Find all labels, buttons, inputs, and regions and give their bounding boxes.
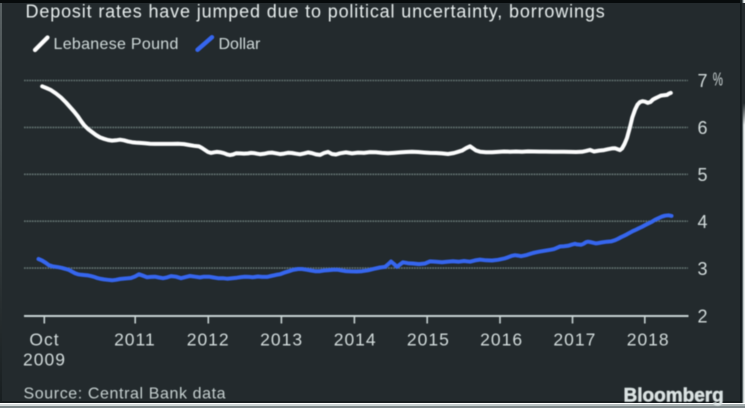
svg-text:2014: 2014 bbox=[334, 329, 377, 349]
svg-text:6: 6 bbox=[698, 118, 708, 138]
svg-text:2009: 2009 bbox=[23, 349, 66, 369]
svg-text:4: 4 bbox=[698, 212, 708, 232]
svg-text:2011: 2011 bbox=[114, 329, 156, 349]
svg-text:Deposit rates have jumped due: Deposit rates have jumped due to politic… bbox=[26, 2, 606, 22]
svg-text:2017: 2017 bbox=[553, 329, 596, 349]
svg-text:5: 5 bbox=[698, 165, 708, 185]
svg-text:2018: 2018 bbox=[627, 329, 670, 349]
svg-text:Oct: Oct bbox=[29, 329, 59, 349]
svg-text:7: 7 bbox=[698, 71, 708, 91]
svg-text:2016: 2016 bbox=[480, 329, 523, 349]
svg-text:Lebanese Pound: Lebanese Pound bbox=[54, 36, 179, 53]
svg-text:2013: 2013 bbox=[260, 329, 303, 349]
svg-text:2012: 2012 bbox=[187, 329, 230, 349]
svg-text:2: 2 bbox=[698, 307, 708, 327]
svg-text:3: 3 bbox=[698, 259, 708, 279]
svg-text:Source: Central Bank data: Source: Central Bank data bbox=[24, 386, 227, 403]
svg-text:%: % bbox=[713, 70, 723, 90]
svg-text:2015: 2015 bbox=[407, 329, 450, 349]
svg-text:Dollar: Dollar bbox=[219, 36, 261, 53]
svg-text:Bloomberg: Bloomberg bbox=[624, 386, 724, 407]
